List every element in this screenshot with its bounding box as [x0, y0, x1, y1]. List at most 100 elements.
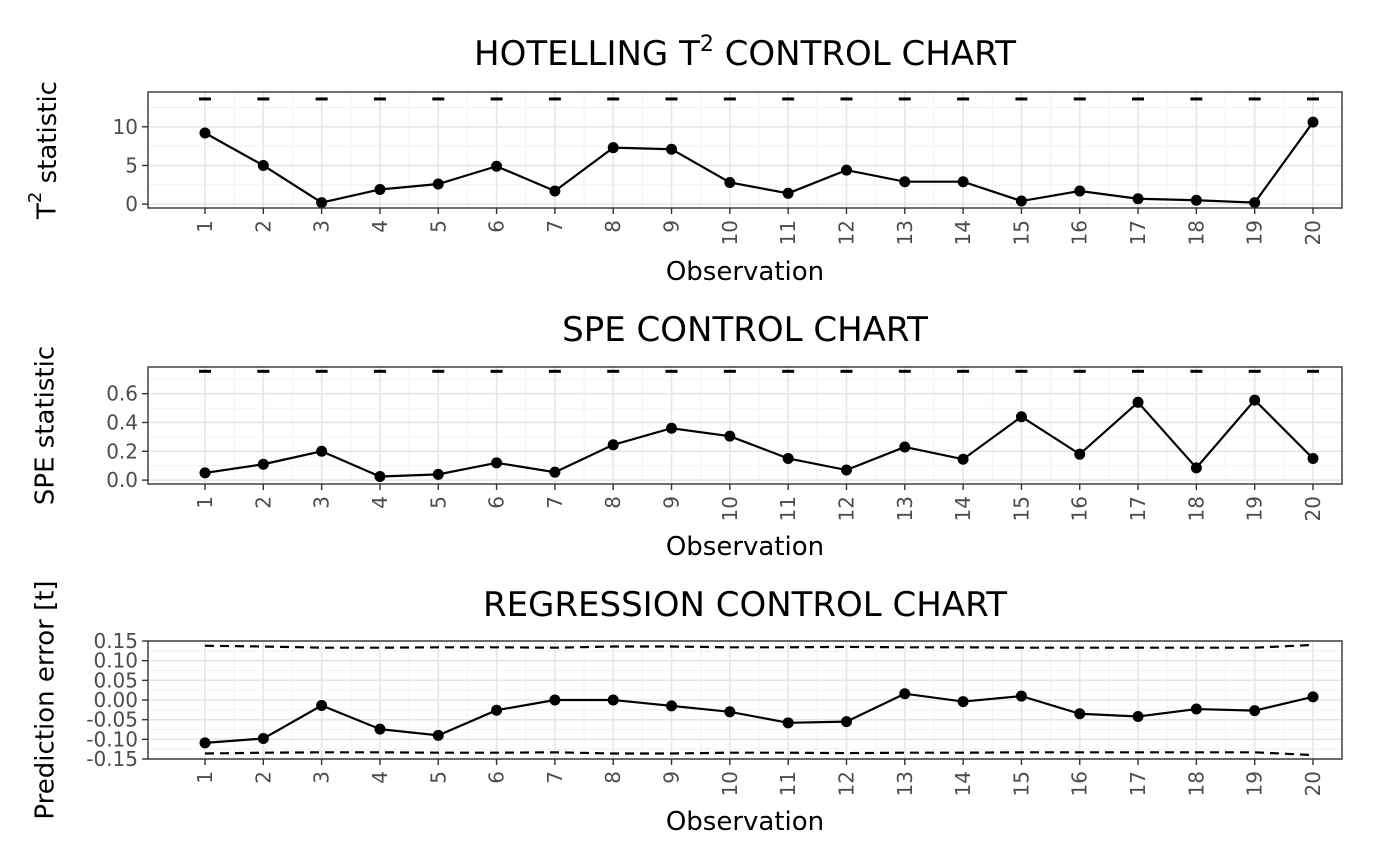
data-point: [549, 694, 561, 706]
panel-border: [147, 640, 1343, 760]
x-tick-label: 6: [485, 771, 509, 784]
data-point: [374, 723, 386, 735]
data-point: [607, 694, 619, 706]
x-tick-label: 12: [834, 496, 858, 521]
x-tick-label: 14: [951, 496, 975, 521]
x-tick-label: 6: [485, 220, 509, 233]
data-point: [491, 160, 503, 172]
x-tick-label: 10: [718, 496, 742, 521]
x-tick-label: 7: [543, 771, 567, 784]
data-point: [724, 706, 736, 718]
x-tick-label: 14: [951, 771, 975, 796]
data-point: [1190, 703, 1202, 715]
data-point: [199, 467, 211, 479]
series-line: [204, 121, 1314, 204]
y-tick-label: -0.05: [86, 708, 138, 732]
x-tick-label: 12: [834, 220, 858, 245]
y-tick-label: -0.10: [86, 727, 138, 751]
x-tick-label: 15: [1009, 771, 1033, 796]
x-tick-label: 6: [485, 496, 509, 509]
data-point: [1074, 708, 1086, 720]
x-tick-label: 1: [193, 771, 217, 784]
data-point: [1015, 690, 1027, 702]
data-point: [840, 716, 852, 728]
data-point: [840, 164, 852, 176]
data-point: [1249, 705, 1261, 717]
data-point: [666, 700, 678, 712]
x-tick-label: 3: [310, 771, 334, 784]
data-point: [782, 452, 794, 464]
data-point: [899, 176, 911, 188]
data-point: [899, 441, 911, 453]
data-point: [316, 700, 328, 712]
x-tick-label: 20: [1301, 496, 1325, 521]
x-tick-label: 15: [1009, 220, 1033, 245]
data-point: [374, 471, 386, 483]
data-point: [957, 176, 969, 188]
x-tick-label: 10: [718, 771, 742, 796]
data-point: [607, 439, 619, 451]
x-tick-label: 20: [1301, 220, 1325, 245]
chart-panel-3: -0.15-0.10-0.050.000.050.100.151 2 3 4 5 6 7 8 9…: [31, 580, 1343, 837]
data-point: [1307, 116, 1319, 128]
y-tick-label: 10: [113, 115, 138, 139]
x-tick-label: 13: [893, 496, 917, 521]
data-point: [432, 178, 444, 190]
data-point: [257, 733, 269, 745]
data-point: [1307, 691, 1319, 703]
x-tick-label: 18: [1184, 496, 1208, 521]
data-point: [782, 717, 794, 729]
x-tick-label: 17: [1126, 220, 1150, 245]
data-point: [257, 458, 269, 470]
x-tick-label: 18: [1184, 771, 1208, 796]
upper-control-limit: [204, 643, 1314, 649]
data-point: [1015, 411, 1027, 423]
y-tick-label: 0.15: [93, 629, 138, 653]
x-axis-label: Observation: [666, 257, 824, 287]
x-tick-label: 5: [426, 220, 450, 233]
x-tick-label: 9: [660, 771, 684, 784]
x-tick-label: 10: [718, 220, 742, 245]
data-point: [840, 464, 852, 476]
data-point: [1249, 394, 1261, 406]
x-tick-label: 14: [951, 220, 975, 245]
data-point: [957, 696, 969, 708]
x-tick-label: 18: [1184, 220, 1208, 245]
y-tick-label: 5: [125, 153, 138, 177]
x-tick-label: 8: [601, 496, 625, 509]
x-tick-label: 16: [1068, 220, 1092, 245]
x-tick-label: 3: [310, 496, 334, 509]
panel-border: [147, 91, 1343, 209]
y-tick-label: 0.05: [93, 668, 138, 692]
y-tick-label: 0.4: [106, 410, 138, 434]
x-tick-label: 16: [1068, 496, 1092, 521]
data-point: [957, 453, 969, 465]
data-point: [432, 468, 444, 480]
y-axis-label: T2 statistic: [25, 81, 63, 220]
x-tick-label: 2: [251, 771, 275, 784]
data-point: [199, 127, 211, 139]
x-tick-label: 19: [1243, 771, 1267, 796]
x-tick-label: 17: [1126, 496, 1150, 521]
data-point: [491, 457, 503, 469]
y-tick-label: 0.6: [106, 382, 138, 406]
data-point: [666, 143, 678, 155]
data-point: [1074, 448, 1086, 460]
data-point: [1249, 197, 1261, 209]
data-point: [1074, 185, 1086, 197]
x-tick-label: 11: [776, 496, 800, 521]
data-point: [374, 183, 386, 195]
x-tick-label: 8: [601, 771, 625, 784]
data-point: [782, 187, 794, 199]
x-tick-label: 1: [193, 220, 217, 233]
data-point: [724, 176, 736, 188]
data-point: [549, 466, 561, 478]
chart-title: HOTELLING T2 CONTROL CHART: [474, 32, 1016, 74]
x-tick-label: 13: [893, 220, 917, 245]
series-line: [204, 398, 1314, 478]
data-point: [1132, 711, 1144, 723]
y-tick-label: 0.2: [106, 439, 138, 463]
x-tick-label: 13: [893, 771, 917, 796]
